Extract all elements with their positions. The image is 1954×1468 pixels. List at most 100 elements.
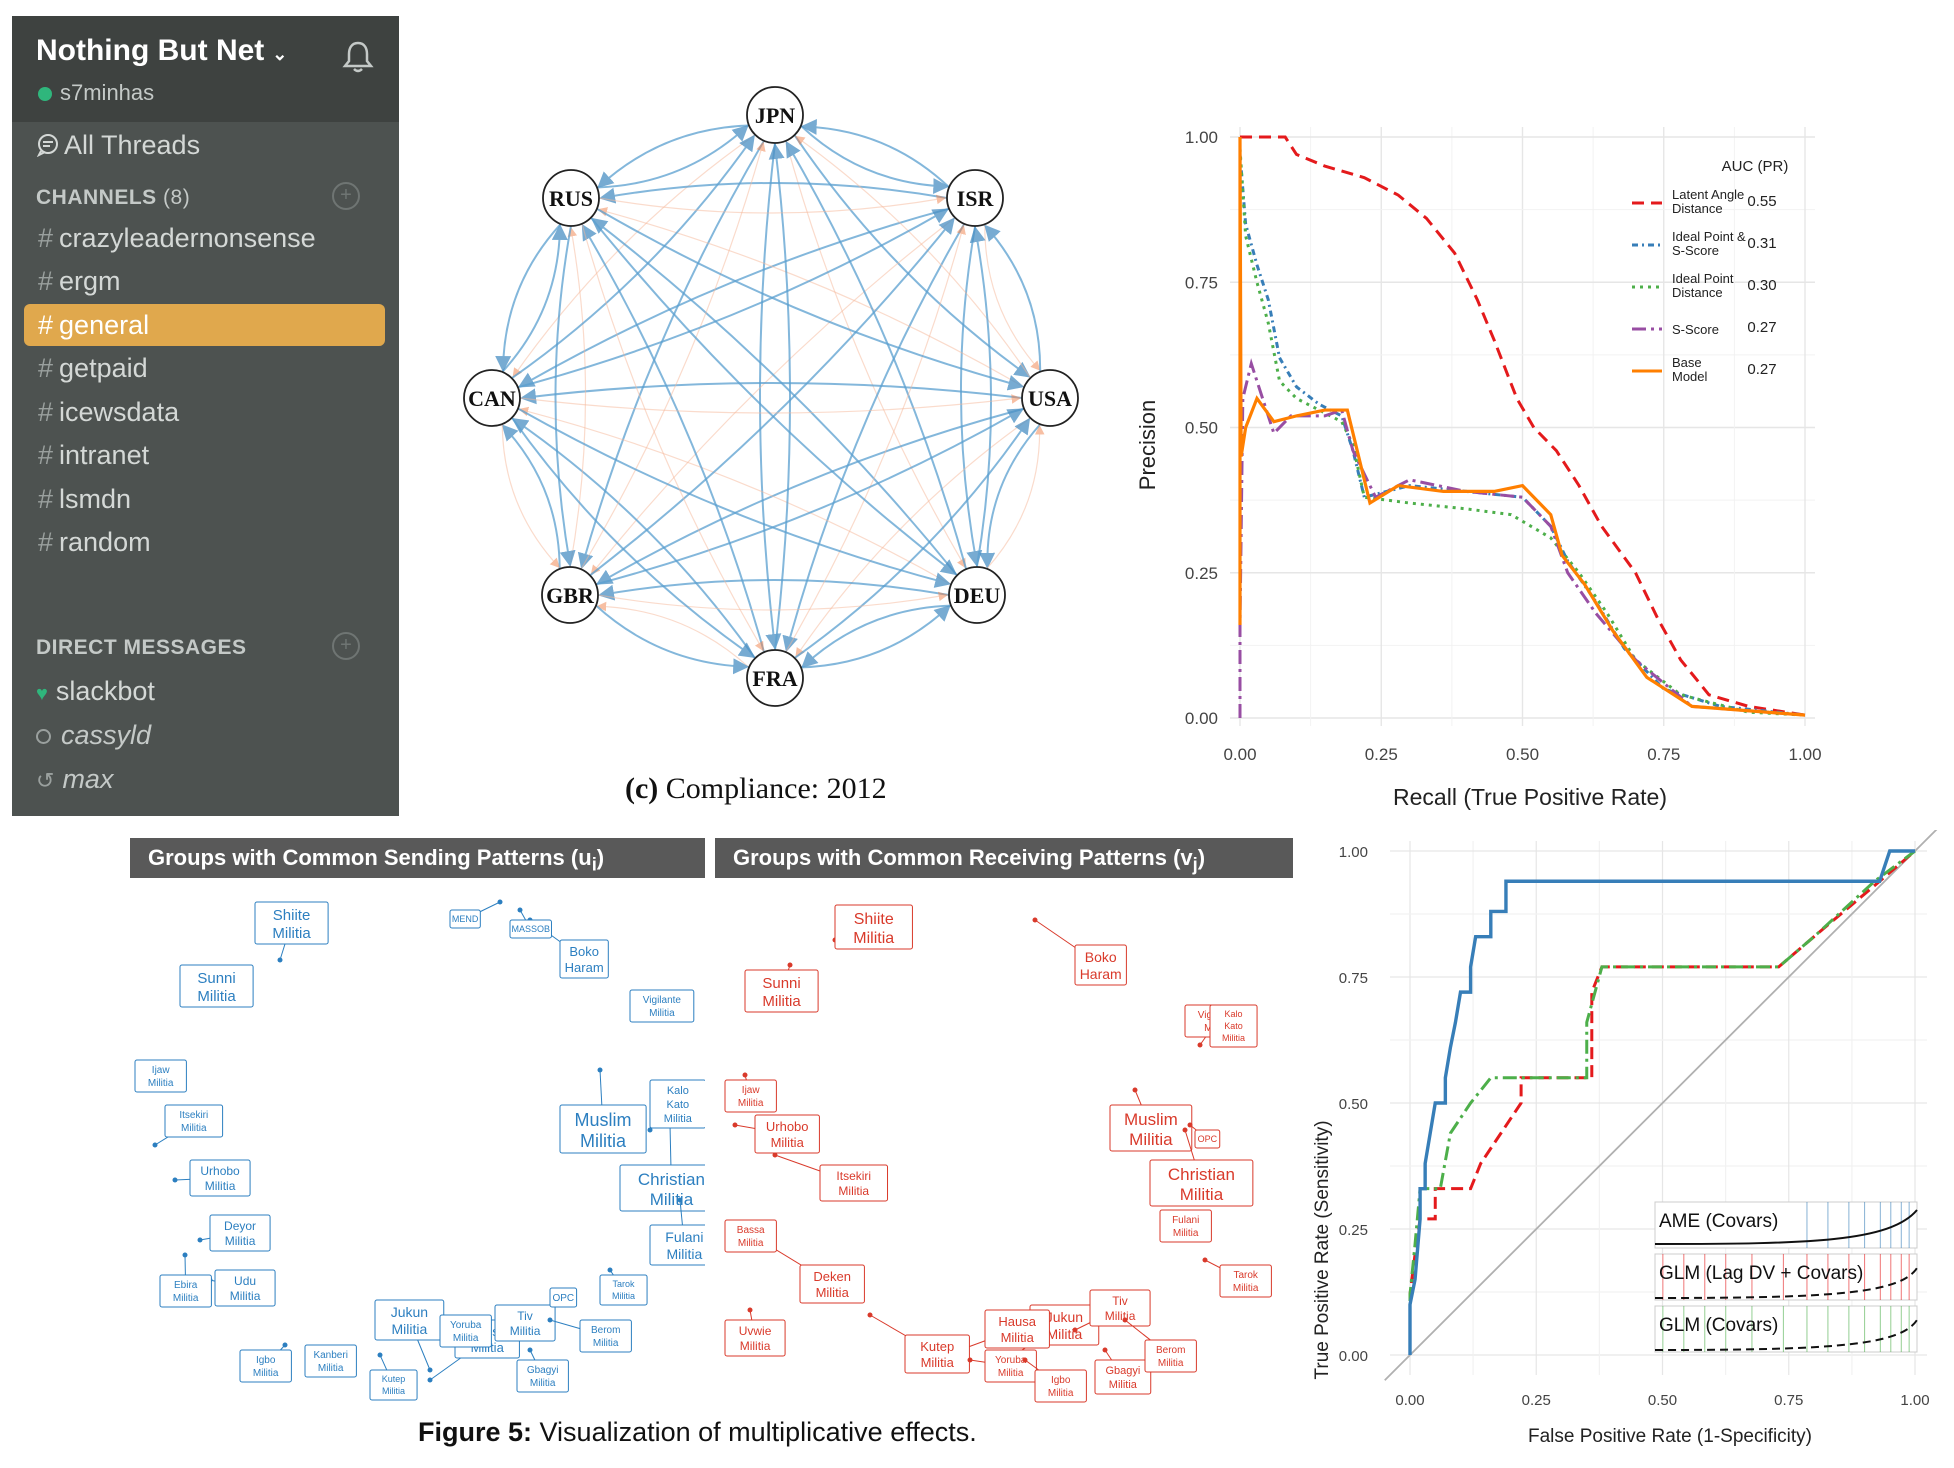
group-label-text: Militia: [230, 1289, 261, 1303]
pr-ylabel: Precision: [1135, 400, 1160, 490]
pr-legend-label: Ideal Point: [1672, 271, 1734, 286]
group-label: Fulani Militia: [1159, 1209, 1212, 1243]
group-label: OPC: [1187, 1122, 1221, 1149]
group-label-text: OPC: [1198, 1134, 1218, 1144]
sending-patterns-plot: ShiiteMilitiaSunniMilitiaBokoHaramMuslim…: [134, 899, 705, 1401]
group-label-text: Militia: [1001, 1330, 1035, 1345]
group-label-text: Hausa: [998, 1314, 1036, 1329]
group-label-box: [984, 1309, 1050, 1349]
roc-xlabel: False Positive Rate (1-Specificity): [1528, 1426, 1812, 1447]
channel-general[interactable]: # general: [24, 304, 385, 346]
group-label-box: [164, 1104, 224, 1138]
network-node-circle: [463, 369, 521, 427]
group-label-box: [599, 1274, 648, 1306]
dm-cassyld[interactable]: cassyld: [36, 720, 151, 751]
pr-ytick: 0.75: [1185, 273, 1218, 292]
group-label-box: [1094, 1359, 1152, 1395]
group-label: Ebira Militia: [159, 1252, 212, 1308]
group-label-text: Militia: [816, 1285, 850, 1300]
network-node-label: CAN: [468, 386, 516, 411]
group-label-box: [649, 1224, 705, 1266]
network-node-circle: [746, 86, 804, 144]
channels-header[interactable]: CHANNELS (8): [36, 186, 191, 209]
network-edge-can-deu: [517, 407, 952, 588]
pr-xtick: 0.50: [1506, 745, 1539, 764]
group-label: Yoruba Militia: [967, 1349, 1037, 1383]
group-label: Berom Militia: [1122, 1317, 1197, 1373]
bell-icon[interactable]: [342, 40, 374, 79]
network-node-circle: [946, 169, 1004, 227]
group-label-text: Militia: [318, 1363, 344, 1374]
group-label-text: Militia: [391, 1321, 427, 1337]
presence-active-icon: [38, 87, 52, 102]
group-label-text: Urhobo: [766, 1119, 809, 1134]
pr-legend-label: Distance: [1672, 201, 1723, 216]
network-edge-fra-isr: [785, 224, 966, 653]
group-label-text: Deken: [813, 1269, 851, 1284]
network-edge-usa-can: [520, 382, 1023, 405]
group-label-text: Kanberi: [313, 1350, 347, 1361]
team-header[interactable]: Nothing But Net ⌄ s7minhas: [12, 16, 399, 122]
current-user[interactable]: s7minhas: [38, 80, 154, 106]
group-point: [647, 1127, 653, 1133]
channel-getpaid[interactable]: # getpaid: [38, 353, 148, 383]
network-node-circle: [541, 566, 599, 624]
roc-ytick: 0.75: [1339, 970, 1368, 987]
roc-inset-label: AME (Covars): [1659, 1211, 1778, 1232]
all-threads-link[interactable]: All Threads: [36, 130, 200, 161]
dm-max[interactable]: ↺ max: [36, 764, 114, 794]
direct-messages-header[interactable]: DIRECT MESSAGES: [36, 636, 247, 659]
channel-random[interactable]: # random: [38, 527, 151, 557]
group-label-box: [559, 1104, 647, 1154]
group-label-box: [1034, 1369, 1087, 1403]
group-label-text: Tarok: [613, 1279, 636, 1289]
group-label-box: [1074, 944, 1127, 986]
channel-ergm[interactable]: # ergm: [38, 266, 121, 296]
pr-plot-area: [1230, 115, 1800, 735]
channel-crazyleadernonsense[interactable]: # crazyleadernonsense: [38, 223, 316, 253]
pr-ytick: 0.25: [1185, 564, 1218, 583]
group-label: Vigilante Militia: [629, 989, 695, 1023]
network-node-jpn: JPN: [746, 86, 804, 144]
group-label: Igbo Militia: [1022, 1357, 1087, 1403]
group-point: [377, 1352, 383, 1358]
pr-legend-auc: 0.27: [1747, 319, 1776, 336]
group-point: [182, 1252, 188, 1258]
pr-ytick: 0.00: [1185, 709, 1218, 728]
group-label-box: [724, 1079, 777, 1113]
add-channel-icon[interactable]: +: [332, 182, 360, 210]
channel-lsmdn[interactable]: # lsmdn: [38, 484, 132, 514]
channel-intranet[interactable]: # intranet: [38, 440, 150, 470]
pr-xlabel: Recall (True Positive Rate): [1393, 784, 1667, 810]
team-name[interactable]: Nothing But Net ⌄: [36, 34, 288, 67]
group-label: Igbo Militia: [239, 1342, 292, 1383]
pr-xtick: 0.75: [1647, 745, 1680, 764]
group-label-text: Fulani: [1172, 1215, 1199, 1226]
pr-legend-label: Latent Angle: [1672, 187, 1744, 202]
group-label-text: Militia: [272, 925, 311, 942]
group-point: [1122, 1317, 1128, 1323]
link-away-icon: ↺: [36, 768, 55, 793]
group-label-text: Ijaw: [742, 1085, 761, 1096]
group-label-text: Militia: [1222, 1033, 1245, 1043]
add-dm-icon[interactable]: +: [332, 632, 360, 660]
network-edge-usa-gbr: [596, 407, 1025, 585]
group-label-box: [1109, 1104, 1193, 1152]
group-point: [1182, 1127, 1188, 1133]
group-label-box: [509, 919, 552, 939]
pr-ytick: 0.50: [1185, 419, 1218, 438]
group-label-text: Militia: [666, 1246, 702, 1262]
roc-ylabel: True Positive Rate (Sensitivity): [1312, 1120, 1333, 1379]
dm-slackbot[interactable]: ♥ slackbot: [36, 676, 155, 706]
receiving-patterns-header: Groups with Common Receiving Patterns (v…: [715, 838, 1293, 878]
channel-icewsdata[interactable]: # icewsdata: [38, 397, 180, 427]
group-point: [1072, 1327, 1078, 1333]
pr-xtick: 0.00: [1223, 745, 1256, 764]
network-edge-isr-rus: [599, 182, 948, 204]
chevron-down-icon[interactable]: ⌄: [272, 44, 288, 64]
group-label-text: Kutep: [382, 1374, 406, 1384]
group-label: Tarok Militia: [599, 1267, 648, 1306]
